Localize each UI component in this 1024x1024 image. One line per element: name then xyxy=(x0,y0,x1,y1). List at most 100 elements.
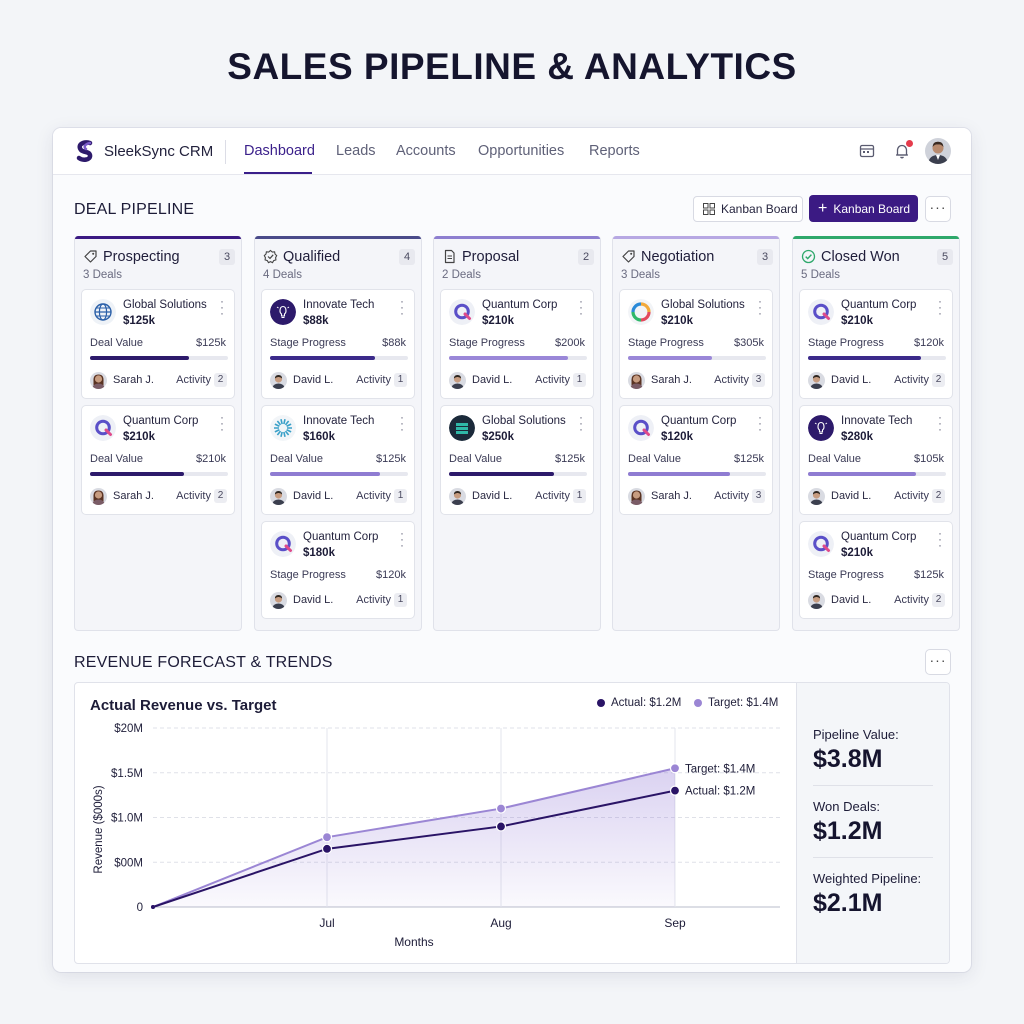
deal-metric-label: Stage Progress xyxy=(808,337,884,349)
deal-metric-value: $120k xyxy=(914,337,944,349)
card-menu-icon[interactable]: · · · xyxy=(220,294,224,320)
column-title[interactable]: Negotiation xyxy=(641,249,715,265)
pipeline-column-proposal: Proposal 2 2 Deals Quantum Corp $210k · ·… xyxy=(433,236,601,631)
card-menu-icon[interactable]: · · · xyxy=(579,294,583,320)
revenue-chart: 0 $00M $1.0M $1.5M $20M Jul Aug Sep Months Revenu… xyxy=(93,723,780,949)
tab-dashboard[interactable]: Dashboard xyxy=(244,143,315,159)
column-count-badge: 4 xyxy=(399,249,415,265)
tab-leads[interactable]: Leads xyxy=(336,143,376,159)
legend-actual[interactable]: Actual: $1.2M xyxy=(597,697,681,709)
deal-progress-bar xyxy=(90,472,228,476)
tab-opportunities[interactable]: Opportunities xyxy=(478,143,565,159)
tag-icon xyxy=(84,250,97,263)
actual-data-point[interactable] xyxy=(669,785,681,796)
column-accent-bar xyxy=(75,236,241,239)
page-title: SALES PIPELINE & ANALYTICS xyxy=(227,46,797,87)
deal-progress-fill xyxy=(449,472,554,476)
deal-card[interactable]: Innovate Tech $88k · · · Stage Progress $8… xyxy=(261,289,415,399)
actual-end-label: Actual: $1.2M xyxy=(685,786,755,798)
deal-card[interactable]: Innovate Tech $160k · · · Deal Value $125k… xyxy=(261,405,415,515)
deal-amount: $120k xyxy=(661,431,693,443)
card-menu-icon[interactable]: · · · xyxy=(758,410,762,436)
deal-card[interactable]: Innovate Tech $280k · · · Deal Value $105k… xyxy=(799,405,953,515)
actual-data-point[interactable] xyxy=(151,905,155,909)
actual-data-point[interactable] xyxy=(495,821,507,832)
brand-name[interactable]: SleekSync CRM xyxy=(104,143,214,160)
deal-card[interactable]: Quantum Corp $210k · · · Stage Progress $1… xyxy=(799,289,953,399)
deal-card[interactable]: Global Solutions $210k · · · Stage Progres… xyxy=(619,289,773,399)
activity-count-badge: 2 xyxy=(932,373,945,387)
column-title[interactable]: Proposal xyxy=(462,249,520,265)
column-title[interactable]: Prospecting xyxy=(103,249,180,265)
deal-metric-value: $125k xyxy=(555,453,585,465)
deal-card[interactable]: Quantum Corp $210k · · · Deal Value $210k … xyxy=(81,405,235,515)
deal-card[interactable]: Quantum Corp $120k · · · Deal Value $125k … xyxy=(619,405,773,515)
card-menu-icon[interactable]: · · · xyxy=(758,294,762,320)
card-menu-icon[interactable]: · · · xyxy=(400,410,404,436)
y-axis-label: Revenue ($000s) xyxy=(93,785,105,873)
notification-badge xyxy=(906,140,913,147)
y-tick-label: 0 xyxy=(137,902,143,914)
actual-data-point[interactable] xyxy=(321,843,333,854)
card-menu-icon[interactable]: · · · xyxy=(400,294,404,320)
deal-metric-label: Stage Progress xyxy=(808,569,884,581)
legend-target-label: Target: $1.4M xyxy=(708,697,779,709)
legend-target[interactable]: Target: $1.4M xyxy=(694,697,778,709)
deal-card[interactable]: Quantum Corp $210k · · · Stage Progress $2… xyxy=(440,289,594,399)
target-data-point[interactable] xyxy=(495,803,507,814)
pipeline-more-button[interactable]: ··· xyxy=(925,196,951,222)
weighted-pipeline-value: $2.1M xyxy=(813,889,883,917)
column-title[interactable]: Closed Won xyxy=(821,249,900,265)
deal-metric-label: Stage Progress xyxy=(628,337,704,349)
add-deal-button[interactable]: + Kanban Board xyxy=(809,195,918,222)
pipeline-column-negotiation: Negotiation 3 3 Deals Global Solutions $… xyxy=(612,236,780,631)
deal-amount: $180k xyxy=(303,547,335,559)
deal-owner: David L. xyxy=(472,490,513,502)
target-data-point[interactable] xyxy=(321,832,333,843)
x-tick-label: Sep xyxy=(664,916,686,930)
deal-metric-value: $200k xyxy=(555,337,585,349)
deal-progress-fill xyxy=(270,472,381,476)
brand-logo-icon[interactable] xyxy=(73,139,97,163)
column-count-badge: 2 xyxy=(578,249,594,265)
deal-progress-bar xyxy=(90,356,228,360)
deal-company: Quantum Corp xyxy=(841,299,917,311)
activity-label: Activity xyxy=(714,490,749,502)
deal-owner: Sarah J. xyxy=(651,490,692,502)
deal-card[interactable]: Global Solutions $250k · · · Deal Value $1… xyxy=(440,405,594,515)
y-tick-label: $1.5M xyxy=(111,768,143,780)
column-deal-count: 3 Deals xyxy=(621,269,660,281)
user-avatar[interactable] xyxy=(925,138,951,164)
activity-count-badge: 1 xyxy=(394,489,407,503)
bell-icon[interactable] xyxy=(893,142,911,160)
q-company-logo-icon xyxy=(808,531,834,557)
owner-avatar xyxy=(808,488,825,505)
deal-company: Quantum Corp xyxy=(661,415,737,427)
column-accent-bar xyxy=(255,236,421,239)
column-title[interactable]: Qualified xyxy=(283,249,341,265)
deal-card[interactable]: Global Solutions $125k · · · Deal Value $1… xyxy=(81,289,235,399)
deal-progress-bar xyxy=(808,356,946,360)
revenue-more-button[interactable]: ··· xyxy=(925,649,951,675)
actual-series-line xyxy=(152,789,676,908)
card-menu-icon[interactable]: · · · xyxy=(938,294,942,320)
tab-reports[interactable]: Reports xyxy=(589,143,640,159)
card-menu-icon[interactable]: · · · xyxy=(220,410,224,436)
column-count-badge: 3 xyxy=(757,249,773,265)
kanban-view-button[interactable]: Kanban Board xyxy=(693,196,803,222)
deal-card[interactable]: Quantum Corp $180k · · · Stage Progress $1… xyxy=(261,521,415,619)
stat-divider xyxy=(813,785,933,786)
card-menu-icon[interactable]: · · · xyxy=(579,410,583,436)
badge-check-icon xyxy=(263,249,278,264)
deal-owner: David L. xyxy=(831,594,872,606)
target-data-point[interactable] xyxy=(669,763,681,774)
deal-amount: $210k xyxy=(841,547,873,559)
card-menu-icon[interactable]: · · · xyxy=(938,410,942,436)
deal-card[interactable]: Quantum Corp $210k · · · Stage Progress $1… xyxy=(799,521,953,619)
card-menu-icon[interactable]: · · · xyxy=(400,526,404,552)
calendar-icon[interactable] xyxy=(858,142,876,160)
card-menu-icon[interactable]: · · · xyxy=(938,526,942,552)
deal-owner: Sarah J. xyxy=(651,374,692,386)
tab-accounts[interactable]: Accounts xyxy=(396,143,456,159)
activity-count-badge: 2 xyxy=(214,489,227,503)
